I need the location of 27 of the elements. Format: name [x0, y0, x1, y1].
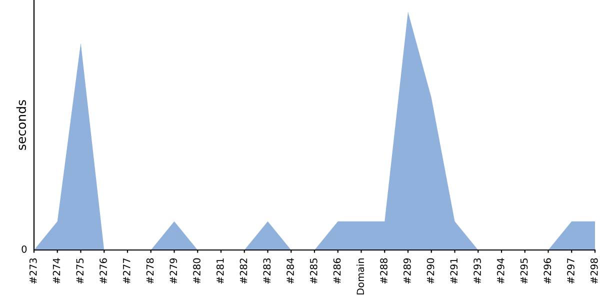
x-tick-label: #290	[426, 258, 434, 284]
x-tick-label: #297	[567, 258, 574, 284]
x-tick-label: #283	[263, 258, 271, 284]
x-tick-label: #289	[403, 258, 411, 284]
x-tick-label: #280	[193, 258, 200, 284]
x-tick-label: #282	[240, 258, 248, 284]
x-tick-label: #274	[52, 258, 60, 284]
x-tick-label: Domain	[356, 258, 364, 294]
x-tick-label: #286	[333, 258, 341, 284]
x-tick-label: #284	[286, 258, 294, 284]
x-tick-label: #273	[29, 258, 37, 284]
x-tick-label: #276	[100, 258, 107, 284]
text: 0	[22, 245, 27, 253]
x-tick-label: #296	[544, 258, 552, 284]
y-axis-title: seconds	[16, 100, 26, 150]
x-tick-label: #281	[216, 258, 224, 284]
x-tick-label: #275	[76, 258, 84, 284]
x-tick-label: #291	[450, 258, 458, 284]
x-tick-label: #298	[590, 258, 598, 284]
x-tick-label: #279	[170, 258, 178, 284]
x-tick-label: #288	[380, 258, 388, 284]
x-tick-label: #294	[496, 258, 504, 284]
x-tick-label: #277	[122, 258, 130, 284]
x-tick-label: #295	[520, 258, 528, 284]
x-tick-label: #285	[310, 258, 318, 284]
x-tick-label: #293	[474, 258, 481, 284]
x-tick-label: #278	[146, 258, 154, 284]
